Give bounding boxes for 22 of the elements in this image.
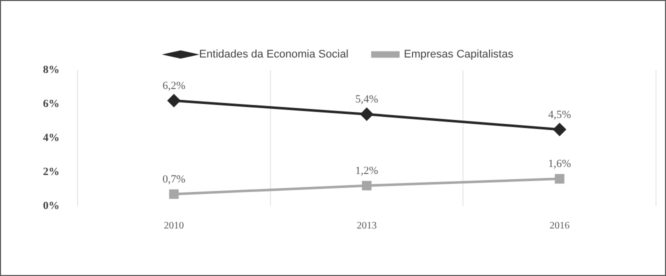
x-tick-label: 2010 (164, 220, 184, 232)
point (554, 174, 564, 184)
x-tick-label: 2013 (356, 220, 377, 232)
legend-label: Entidades da Economia Social (199, 48, 348, 61)
y-tick-label: 0% (43, 200, 60, 212)
data-label: 6,2% (162, 80, 186, 92)
data-label: 0,7% (162, 173, 186, 186)
data-label: 5,4% (355, 94, 378, 106)
y-tick-label: 6% (43, 98, 60, 110)
point (360, 108, 373, 120)
data-label: 1,6% (548, 158, 572, 170)
y-tick-label: 2% (43, 166, 60, 178)
legend-label: Empresas Capitalistas (404, 48, 514, 61)
y-tick-label: 4% (43, 132, 60, 144)
x-tick-label: 2016 (550, 220, 570, 232)
point (362, 180, 372, 190)
y-tick-label: 8% (43, 64, 60, 76)
point (168, 94, 180, 107)
point (553, 123, 566, 136)
data-label: 1,2% (355, 164, 378, 177)
point (169, 189, 179, 199)
data-label: 4,5% (548, 108, 572, 121)
